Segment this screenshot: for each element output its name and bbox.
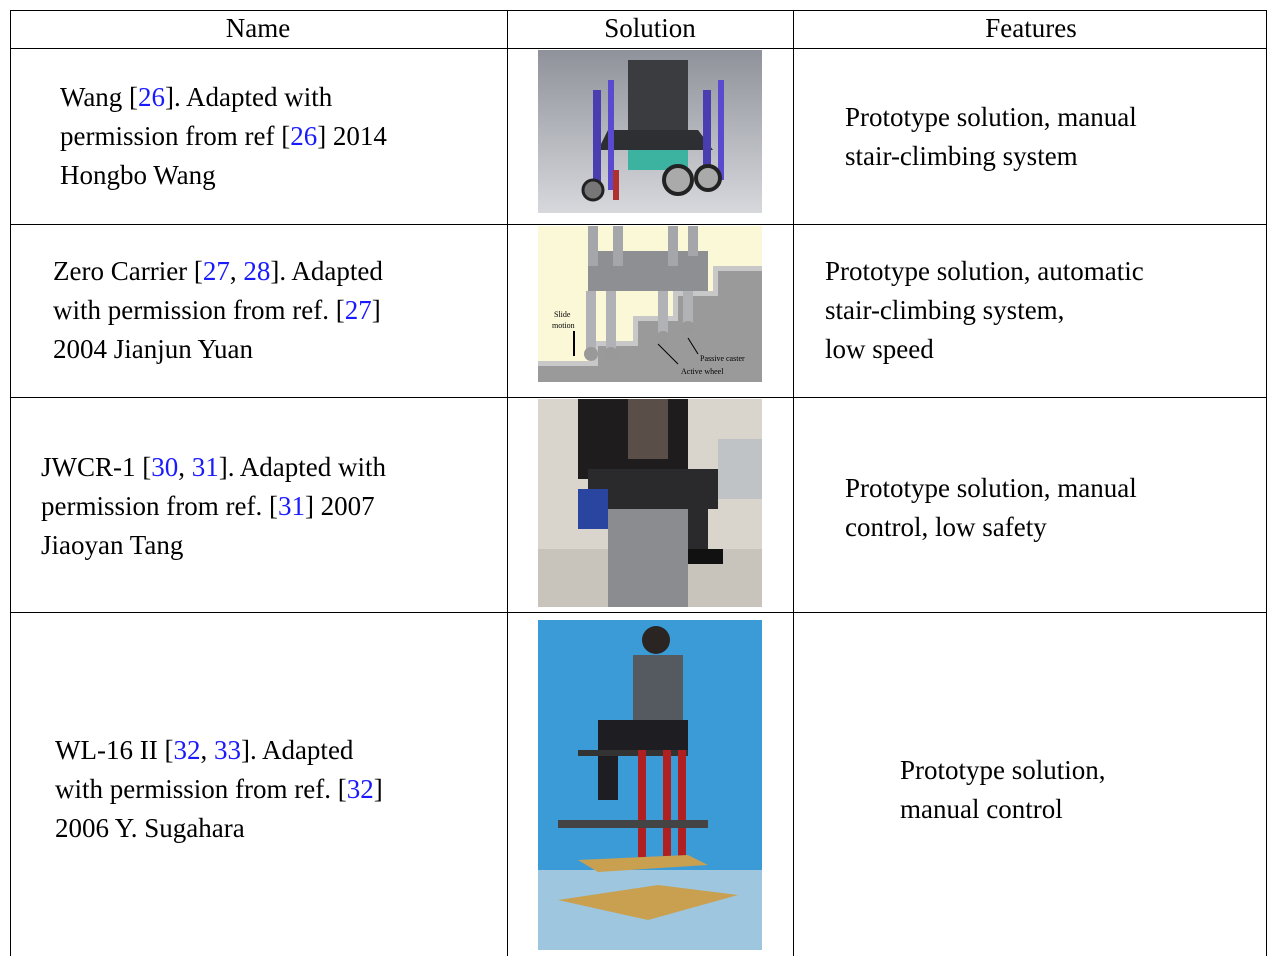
cell-text: Name xyxy=(225,13,291,43)
cell-text: Hongbo Wang xyxy=(60,160,216,190)
rule xyxy=(793,10,794,956)
cell-text: with permission from ref. [27] xyxy=(53,295,381,325)
cell-text: Prototype solution, manual xyxy=(845,473,1137,503)
rule xyxy=(10,397,1267,398)
rule xyxy=(10,10,1267,11)
cell-text: stair-climbing system, xyxy=(825,295,1065,325)
cell-text: 2004 Jianjun Yuan xyxy=(53,334,253,364)
cell-text: permission from ref. [31] 2007 xyxy=(41,491,375,521)
cell-text: Jiaoyan Tang xyxy=(41,530,184,560)
cell-text: with permission from ref. [32] xyxy=(55,774,383,804)
image-label: motion xyxy=(552,321,575,330)
cell-text: stair-climbing system xyxy=(845,141,1078,171)
cell-text: Prototype solution, manual xyxy=(845,102,1137,132)
rule xyxy=(1266,10,1267,956)
image-zero-carrier: Slide motion Passive caster Active wheel xyxy=(538,226,762,382)
image-wang xyxy=(538,50,762,213)
cell-text: Wang [26]. Adapted with xyxy=(60,82,333,112)
rule xyxy=(10,10,11,956)
cell-text: Prototype solution, xyxy=(900,755,1106,785)
cell-text: Features xyxy=(985,13,1077,43)
rule xyxy=(10,612,1267,613)
cell-text: JWCR-1 [30, 31]. Adapted with xyxy=(41,452,386,482)
cell-text: manual control xyxy=(900,794,1063,824)
image-jwcr xyxy=(538,399,762,607)
cell-text: 2006 Y. Sugahara xyxy=(55,813,245,843)
rule xyxy=(10,48,1267,49)
cell-text: Solution xyxy=(604,13,696,43)
cell-text: Prototype solution, automatic xyxy=(825,256,1144,286)
cell-text: WL-16 II [32, 33]. Adapted xyxy=(55,735,354,765)
image-label: Passive caster xyxy=(700,354,745,363)
rule xyxy=(10,224,1267,225)
image-label: Slide xyxy=(554,310,571,319)
image-label: Active wheel xyxy=(681,367,724,376)
image-wl16 xyxy=(538,620,762,950)
cell-text: control, low safety xyxy=(845,512,1047,542)
cell-text: permission from ref [26] 2014 xyxy=(60,121,387,151)
cell-text: Zero Carrier [27, 28]. Adapted xyxy=(53,256,383,286)
rule xyxy=(507,10,508,956)
cell-text: low speed xyxy=(825,334,934,364)
